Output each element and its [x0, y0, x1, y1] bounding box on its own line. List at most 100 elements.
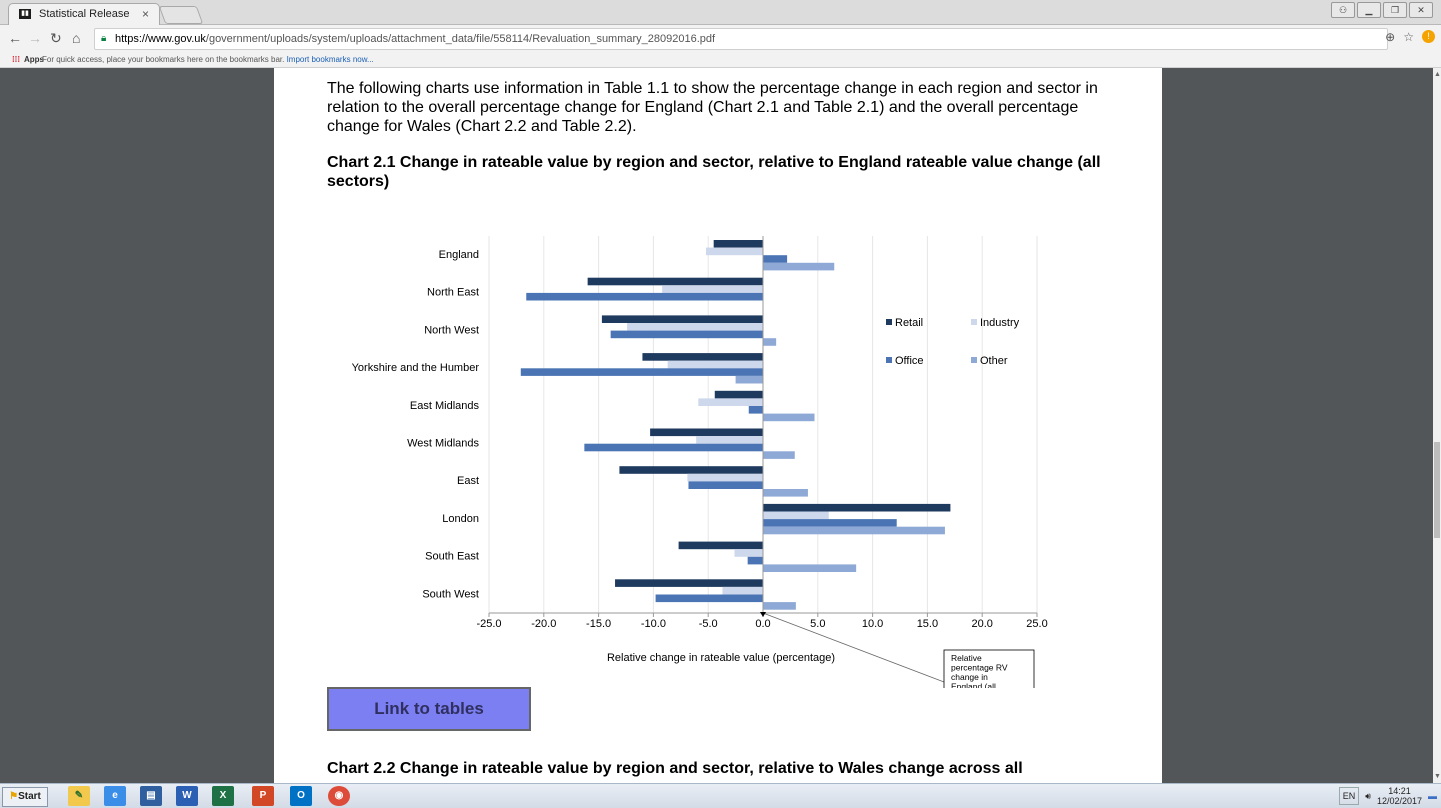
- chart-2-1: -25.0 -20.0 -15.0 -10.0 -5.0 0.0 5.0 10.0 15.0 20…: [352, 236, 1048, 689]
- category-label: West Midlands: [407, 438, 479, 450]
- outlook-icon[interactable]: O: [290, 786, 312, 806]
- windows-taskbar: ⚑Start ✎ e ▤ W X P O ◉ EN 🔊︎ 14:21 12/02/…: [0, 783, 1441, 808]
- bar-retail: [615, 579, 763, 587]
- bar-retail: [642, 353, 763, 361]
- annotation-line: England (all: [951, 682, 996, 689]
- bar-office: [748, 406, 763, 414]
- bar-industry: [698, 398, 763, 406]
- x-tick-label: -20.0: [531, 618, 556, 630]
- legend-swatch: [886, 357, 892, 363]
- maximize-button[interactable]: ❐: [1383, 2, 1407, 18]
- bar-other: [763, 262, 835, 271]
- excel-icon[interactable]: X: [212, 786, 234, 806]
- new-tab-button[interactable]: [158, 6, 204, 24]
- forward-arrow-icon[interactable]: →: [28, 30, 42, 46]
- bar-office: [610, 330, 763, 339]
- apps-button[interactable]: ⁞⁞⁞ Apps: [12, 55, 44, 64]
- bar-retail: [650, 428, 763, 437]
- bar-industry: [734, 549, 763, 557]
- chrome-icon[interactable]: ◉: [328, 786, 350, 806]
- word-icon[interactable]: W: [176, 786, 198, 806]
- bar-industry: [696, 436, 763, 444]
- close-window-button[interactable]: ✕: [1409, 2, 1433, 18]
- bar-other: [763, 564, 857, 572]
- apps-grid-icon: ⁞⁞⁞: [12, 55, 20, 64]
- category-label: South East: [425, 551, 479, 563]
- chart-2-1-heading: Chart 2.1 Change in rateable value by re…: [327, 154, 1101, 190]
- windows-logo-icon: ⚑: [9, 791, 19, 802]
- address-bar[interactable]: 🔒︎ https://www.gov.uk/government/uploads…: [94, 28, 1388, 50]
- bar-other: [763, 526, 945, 535]
- tab-close-button[interactable]: ×: [141, 7, 149, 21]
- bookmark-star-icon[interactable]: ☆: [1403, 30, 1414, 44]
- bar-other: [763, 451, 795, 459]
- bar-retail: [601, 315, 763, 323]
- bar-office: [655, 594, 763, 603]
- show-desktop-icon[interactable]: ▬: [1428, 791, 1437, 801]
- clock-date: 12/02/2017: [1376, 796, 1422, 806]
- x-tick-label: -10.0: [641, 618, 666, 630]
- bar-industry: [763, 511, 829, 520]
- annotation-box: [943, 649, 1035, 688]
- media-icon[interactable]: ▤: [140, 786, 162, 806]
- toolbar-right: ⊕ ☆ !: [1385, 30, 1435, 44]
- category-label: East Midlands: [410, 400, 480, 412]
- clock[interactable]: 14:21 12/02/2017: [1377, 786, 1422, 806]
- bar-retail: [678, 541, 763, 550]
- x-tick-label: 0.0: [755, 618, 770, 630]
- chart-2-2-heading: Chart 2.2 Change in rateable value by re…: [327, 760, 1023, 777]
- zoom-icon[interactable]: ⊕: [1385, 30, 1396, 44]
- legend-label: Retail: [895, 317, 923, 329]
- reload-icon[interactable]: ↻: [50, 30, 62, 46]
- bar-other: [763, 602, 796, 610]
- vertical-scrollbar[interactable]: ▲ ▼: [1433, 68, 1441, 783]
- bar-retail: [714, 390, 763, 399]
- bar-office: [763, 255, 788, 263]
- home-icon[interactable]: ⌂: [72, 30, 81, 46]
- annotation-line: Relative: [951, 653, 982, 663]
- back-arrow-icon[interactable]: ←: [8, 30, 22, 46]
- powerpoint-icon[interactable]: P: [252, 786, 274, 806]
- bar-industry: [627, 323, 763, 331]
- annotation-line: percentage RV: [951, 663, 1008, 673]
- bar-office: [747, 556, 763, 565]
- x-tick-label: 5.0: [810, 618, 825, 630]
- bar-industry: [706, 247, 763, 256]
- pdf-page: The following charts use information in …: [274, 68, 1162, 783]
- user-icon[interactable]: ⚇: [1331, 2, 1355, 18]
- bar-retail: [619, 466, 763, 474]
- bar-office: [763, 519, 897, 527]
- legend-swatch: [971, 357, 977, 363]
- window-controls: ⚇ ▁ ❐ ✕: [1331, 2, 1433, 18]
- bar-office: [584, 443, 763, 452]
- x-tick-label: 15.0: [917, 618, 938, 630]
- start-button[interactable]: ⚑Start: [2, 787, 48, 807]
- import-bookmarks-link[interactable]: Import bookmarks now...: [286, 55, 374, 64]
- volume-icon[interactable]: 🔊︎: [1365, 790, 1371, 801]
- bookmarks-hint: For quick access, place your bookmarks h…: [42, 55, 374, 64]
- legend-label: Office: [895, 355, 924, 367]
- annotation-line: change in: [951, 672, 988, 682]
- scroll-up-arrow-icon[interactable]: ▲: [1434, 71, 1441, 78]
- system-tray: EN 🔊︎ 14:21 12/02/2017 ▬: [1338, 786, 1437, 806]
- language-indicator[interactable]: EN: [1338, 787, 1360, 805]
- file-explorer-icon[interactable]: ✎: [68, 786, 90, 806]
- bar-industry: [667, 360, 763, 369]
- internet-explorer-icon[interactable]: e: [104, 786, 126, 806]
- bar-industry: [687, 473, 763, 482]
- legend-swatch: [971, 319, 977, 325]
- bar-office: [688, 481, 763, 489]
- browser-toolbar: ← → ↻ ⌂ 🔒︎ https://www.gov.uk/government…: [0, 25, 1441, 52]
- minimize-button[interactable]: ▁: [1357, 2, 1381, 18]
- scroll-down-arrow-icon[interactable]: ▼: [1434, 773, 1441, 780]
- tab-statistical-release[interactable]: ▮▮ Statistical Release ×: [8, 3, 160, 25]
- annotation-pointer: [762, 612, 945, 683]
- tab-title: Statistical Release: [39, 8, 130, 20]
- category-label: London: [442, 513, 479, 525]
- category-label: Yorkshire and the Humber: [352, 362, 480, 374]
- scrollbar-thumb[interactable]: [1434, 442, 1440, 538]
- bar-other: [763, 338, 777, 346]
- bar-retail: [763, 503, 951, 512]
- link-to-tables-button[interactable]: Link to tables: [327, 687, 531, 731]
- update-warning-icon[interactable]: !: [1422, 30, 1435, 43]
